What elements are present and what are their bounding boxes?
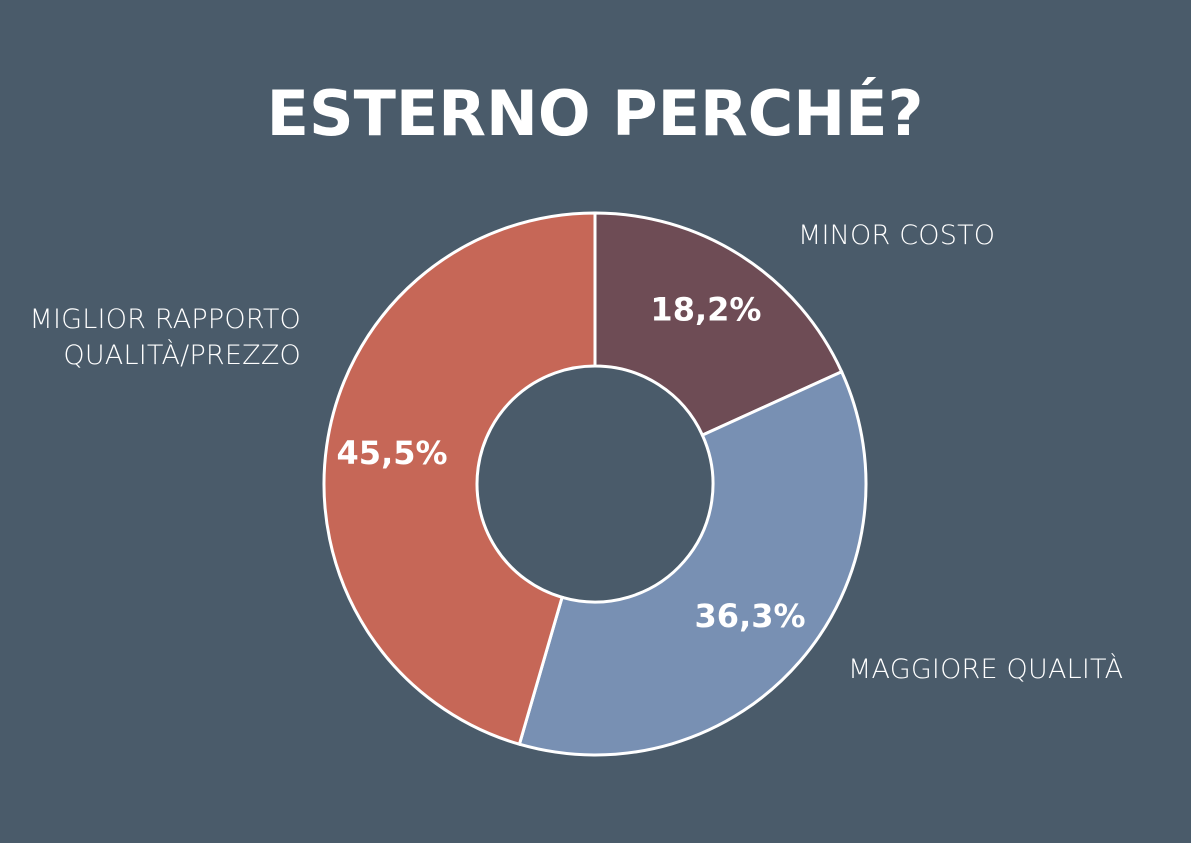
chart-title: ESTERNO PERCHÉ? <box>267 77 924 150</box>
donut-slice <box>593 211 844 438</box>
donut-slice <box>322 211 597 747</box>
donut-slice <box>517 369 868 757</box>
category-label: MIGLIOR RAPPORTO QUALITÀ/PREZZO <box>29 304 301 371</box>
category-label: MINOR COSTO <box>798 220 996 251</box>
value-label: 18,2% <box>650 291 761 329</box>
value-label: 36,3% <box>695 597 806 635</box>
category-label: MAGGIORE QUALITÀ <box>848 654 1124 685</box>
value-label: 45,5% <box>337 434 448 472</box>
